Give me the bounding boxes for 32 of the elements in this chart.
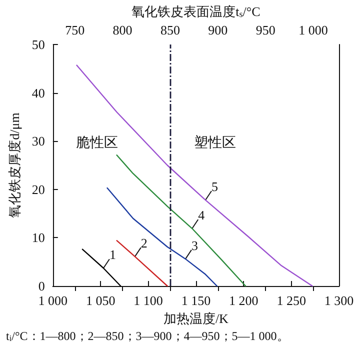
y-tick-label: 20 — [32, 182, 45, 197]
annotation: 2 — [140, 236, 148, 251]
text: ti/°C：1—800；2—850；3—900；4—950；5—1 000。 — [6, 329, 289, 343]
y-tick-label: 50 — [32, 37, 45, 52]
annotation: 1 — [109, 247, 116, 262]
y-tick-label: 30 — [32, 134, 45, 149]
line-series — [116, 154, 246, 287]
x2-tick-label: 850 — [160, 22, 180, 38]
line-series — [76, 64, 313, 287]
x2-tick-label: 900 — [208, 22, 228, 38]
y-tick-label: 10 — [32, 230, 45, 246]
x-tick-label: 1 250 — [276, 293, 306, 308]
x2-tick-label: 800 — [112, 22, 132, 38]
x-tick-label: 1 300 — [324, 293, 354, 308]
x-tick-label: 1 050 — [86, 293, 116, 308]
annotation: 5 — [211, 179, 218, 194]
y-tick-label: 0 — [38, 278, 45, 294]
x-tick-label: 1 150 — [181, 293, 211, 308]
y-tick-label: 40 — [32, 85, 45, 100]
y-axis-title: 氧化铁皮厚度d/μm — [7, 112, 22, 218]
x2-tick-label: 1 000 — [298, 22, 328, 38]
x2-axis-title: 氧化铁皮表面温度ts/°C — [132, 4, 260, 20]
annotation: 3 — [191, 238, 198, 253]
x-tick-label: 1 200 — [229, 293, 258, 308]
x2-tick-label: 750 — [65, 22, 85, 38]
x2-tick-label: 950 — [256, 22, 276, 38]
annotation: 脆性区 — [76, 135, 118, 152]
x-axis-title: 加热温度/K — [163, 311, 230, 326]
x-tick-label: 1 100 — [134, 293, 163, 308]
annotation: 塑性区 — [194, 135, 236, 152]
x-tick-label: 1 000 — [38, 293, 68, 308]
annotation: 4 — [198, 208, 206, 223]
